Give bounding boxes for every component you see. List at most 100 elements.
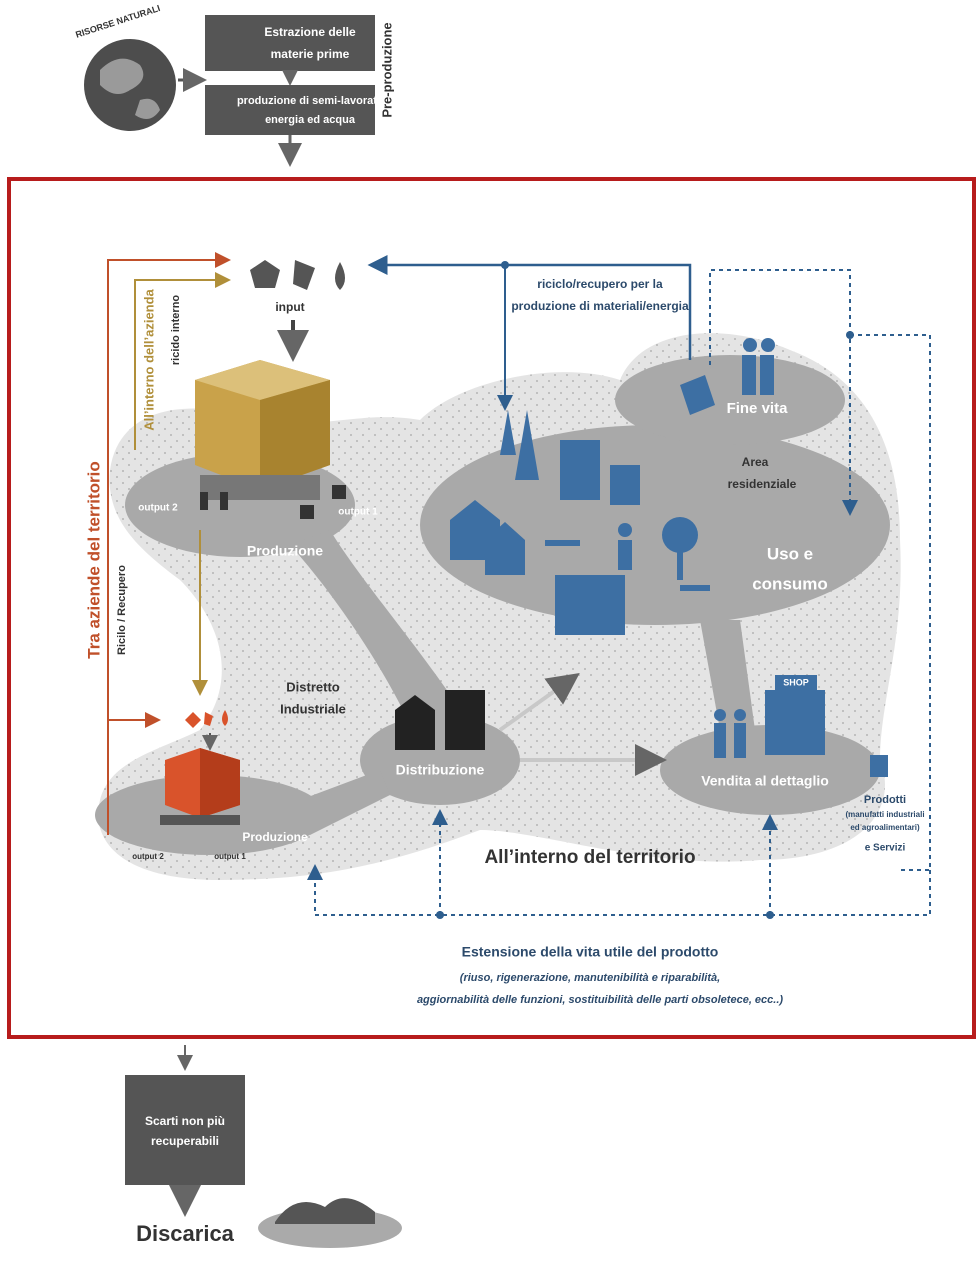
- shape: [714, 709, 726, 721]
- factory-top: [195, 360, 346, 519]
- shape: [367, 255, 692, 360]
- connector: [700, 620, 755, 730]
- extension-title: Estensione della vita utile del prodotto: [462, 944, 719, 960]
- retail-label: Vendita al dettaglio: [701, 773, 829, 789]
- flow-arrow: [498, 673, 580, 732]
- waste-text: recuperabili: [151, 1134, 219, 1148]
- icon: [250, 260, 280, 288]
- waste-text: Scarti non più: [145, 1114, 225, 1128]
- input-label: input: [275, 300, 304, 314]
- district-label: Distretto: [286, 679, 340, 694]
- territory-frame: [7, 177, 976, 1039]
- shape: [395, 695, 435, 750]
- products-label: Prodotti: [864, 794, 906, 806]
- city-icons: [450, 338, 888, 777]
- shape: [555, 575, 625, 635]
- step-box: [205, 85, 375, 135]
- shape: [515, 410, 539, 480]
- shape: [160, 815, 240, 825]
- shape: [618, 540, 632, 570]
- shape: [680, 585, 710, 591]
- shape: [260, 380, 330, 490]
- waste-box: [125, 1075, 245, 1185]
- shape: [195, 360, 330, 400]
- shape: [200, 492, 208, 510]
- shape: [662, 517, 698, 553]
- distribution-icons: [395, 690, 485, 750]
- output-label: output 1: [338, 507, 378, 518]
- shape: [734, 709, 746, 721]
- shape: [500, 410, 516, 455]
- icon: [293, 260, 315, 290]
- end-of-life-area: [615, 355, 845, 445]
- pre-production: RISORSE NATURALI Estrazione delle materi…: [74, 3, 394, 167]
- shape: [760, 355, 774, 395]
- step-box: [205, 15, 375, 71]
- shape: [850, 334, 931, 871]
- shape: [846, 331, 854, 339]
- residential-label: residenziale: [728, 477, 797, 491]
- shape: [610, 465, 640, 505]
- continents: [100, 58, 160, 119]
- shape: [545, 540, 580, 546]
- district-label: Industriale: [280, 701, 346, 716]
- step-text: Estrazione delle: [264, 25, 356, 39]
- products-label: e Servizi: [865, 843, 906, 854]
- output-label: output 2: [138, 503, 178, 514]
- pre-production-label: Pre-produzione: [379, 22, 394, 117]
- shape: [775, 675, 817, 691]
- connector: [300, 770, 390, 835]
- shape: [200, 475, 320, 500]
- recycling-text: produzione di materiali/energia: [511, 299, 689, 313]
- between-companies: Tra aziende del territorio: [84, 461, 103, 658]
- shape: [436, 911, 444, 919]
- production-label: Produzione: [242, 830, 308, 844]
- shape: [743, 338, 757, 352]
- landfill-label: Discarica: [136, 1221, 235, 1246]
- shape: [134, 272, 231, 450]
- inside-company: All’interno dell’azienda: [141, 288, 156, 430]
- shape: [766, 911, 774, 919]
- shop-sign: SHOP: [783, 677, 809, 687]
- step-text: produzione di semi-lavorati,: [237, 95, 383, 107]
- shape: [220, 492, 228, 510]
- residential-label: Area: [742, 455, 769, 469]
- shape: [677, 550, 683, 580]
- products-label: ed agroalimentari): [850, 823, 920, 832]
- products-label: (manufatti industriali: [845, 810, 924, 819]
- recycle-recovery: Ricilo / Recupero: [116, 565, 128, 655]
- output-label: output 2: [132, 852, 164, 861]
- shape: [680, 375, 715, 415]
- shape: [618, 523, 632, 537]
- territory-map: [95, 333, 901, 880]
- connector: [290, 530, 470, 725]
- shape: [761, 338, 775, 352]
- flows: [107, 252, 931, 919]
- shape: [709, 269, 858, 516]
- shape: [734, 723, 746, 758]
- shape: [332, 485, 346, 499]
- step-text: energia ed acqua: [265, 114, 356, 126]
- shape: [870, 755, 888, 777]
- use-label: Uso e: [767, 544, 813, 563]
- territory-labels: riciclo/recupero per la produzione di ma…: [84, 277, 924, 1006]
- recycling-text: riciclo/recupero per la: [537, 277, 663, 291]
- end-of-life: Fine vita: [727, 400, 789, 417]
- shape: [307, 864, 931, 916]
- shape: [765, 690, 825, 755]
- shape: [445, 690, 485, 750]
- production-label: Produzione: [247, 543, 323, 559]
- shape: [742, 355, 756, 395]
- disposal: Scarti non più recuperabili Discarica: [125, 1045, 402, 1248]
- shape: [560, 440, 600, 500]
- output-label: output 1: [214, 852, 246, 861]
- use-label: consumo: [752, 574, 828, 593]
- step-text: materie prime: [271, 47, 350, 61]
- internal-recycling: ricido interno: [170, 295, 182, 366]
- shape: [300, 505, 314, 519]
- shape: [185, 710, 228, 728]
- shape: [450, 500, 525, 575]
- landfill-pile: [275, 1198, 375, 1224]
- extension-text: (riuso, rigenerazione, manutenibilità e …: [460, 972, 720, 984]
